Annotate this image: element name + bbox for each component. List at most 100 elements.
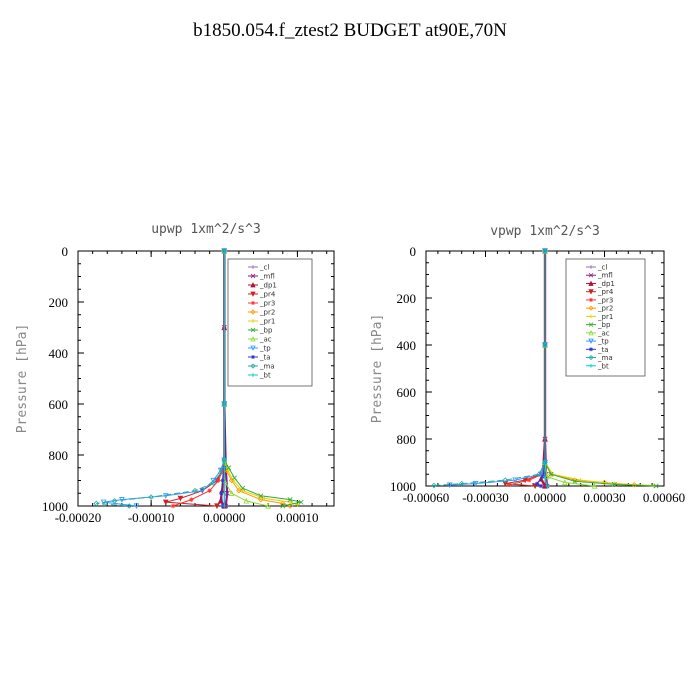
legend-marker	[588, 329, 594, 336]
series-point	[287, 497, 293, 503]
series-point	[93, 500, 100, 507]
series-point	[226, 465, 232, 471]
series-point	[287, 499, 293, 505]
series-point	[214, 503, 220, 510]
panel-title: vpwp 1xm^2/s^3	[490, 224, 600, 239]
y-tick-label: 0	[62, 244, 69, 259]
legend-label: _ma	[597, 354, 613, 362]
legend-label: _pr4	[597, 288, 614, 296]
series-point	[653, 483, 659, 489]
legend-label: _bt	[597, 362, 609, 370]
legend-marker	[588, 354, 594, 361]
series-line-tp	[103, 251, 225, 507]
legend-marker	[589, 265, 593, 269]
series-line-pr3	[509, 251, 546, 486]
panel-title: upwp 1xm^2/s^3	[151, 222, 261, 237]
legend-marker	[588, 289, 594, 295]
panel-1: upwp 1xm^2/s^3 -0.00020 -0.00010 0.00000 0.0…	[15, 222, 335, 525]
series-point	[240, 485, 246, 491]
series-point	[591, 482, 598, 489]
legend-marker	[588, 280, 594, 286]
series-point	[216, 478, 221, 483]
y-tick-label: 0	[410, 244, 417, 259]
legend-label: _tp	[597, 338, 609, 346]
legend-marker	[250, 336, 256, 342]
series-point	[170, 503, 176, 509]
legend-marker	[250, 282, 256, 288]
legend-label: _mfl	[259, 273, 275, 281]
legend-label: _cl	[259, 264, 269, 272]
series-group	[93, 247, 304, 510]
series-point	[538, 471, 544, 478]
y-tick-label: 600	[397, 385, 417, 400]
y-axis-label: Pressure [hPa]	[370, 314, 385, 424]
series-point	[210, 480, 217, 486]
x-tick-label: 0.00000	[524, 490, 566, 505]
series-point	[220, 478, 226, 483]
series-point	[177, 495, 184, 502]
legend-marker	[588, 338, 594, 344]
y-tick-label: 600	[49, 397, 69, 412]
series-point	[526, 477, 532, 483]
legend-label: _ta	[597, 346, 609, 354]
series-point	[472, 481, 479, 487]
x-tick-label: -0.00010	[128, 510, 175, 525]
legend-marker	[588, 322, 594, 327]
legend-marker	[589, 347, 593, 352]
series-point	[243, 497, 250, 504]
series-point	[240, 488, 245, 493]
x-tick-label: 0.00030	[583, 490, 625, 505]
legend-label: _bp	[597, 321, 611, 329]
legend-marker	[250, 363, 256, 369]
legend-label: _pr2	[259, 309, 275, 317]
series-point	[446, 482, 453, 489]
series-point	[534, 481, 540, 486]
series-point	[228, 490, 235, 496]
y-tick-label: 800	[397, 432, 417, 447]
legend-label: _pr3	[259, 300, 275, 308]
series-point	[222, 491, 227, 496]
series-point	[542, 248, 548, 254]
legend-marker	[589, 297, 593, 302]
y-axis-label: Pressure [hPa]	[15, 324, 30, 434]
legend-label: _bt	[259, 372, 271, 380]
series-line-ma	[96, 251, 225, 507]
series-point	[542, 460, 548, 465]
legend-marker	[250, 273, 256, 279]
series-point	[611, 481, 617, 487]
series-point	[542, 474, 548, 479]
series-point	[265, 502, 272, 509]
legend-marker	[588, 272, 594, 278]
legend-marker	[250, 345, 256, 351]
series-point	[298, 499, 304, 505]
series-point	[219, 491, 224, 496]
series-point	[572, 478, 578, 484]
legend-marker	[250, 327, 256, 333]
series-point	[222, 465, 227, 470]
series-line-pr3	[172, 251, 225, 507]
series-line-pr4	[165, 251, 225, 507]
series-point	[258, 493, 264, 499]
legend-box	[565, 258, 646, 377]
legend-label: _mfl	[597, 272, 613, 280]
legend-label: _pr1	[597, 313, 613, 321]
legend-label: _pr3	[597, 296, 613, 304]
series-point	[217, 470, 224, 476]
y-tick-label: 200	[49, 295, 69, 310]
series-point	[458, 480, 465, 487]
legend-label: _ta	[259, 354, 271, 362]
legend-label: _tp	[259, 345, 271, 353]
series-point	[222, 248, 227, 254]
y-tick-label: 800	[49, 448, 69, 463]
series-point	[262, 496, 267, 501]
series-point	[199, 488, 206, 494]
series-point	[561, 479, 568, 486]
x-tick-label: -0.00060	[403, 490, 450, 505]
series-line-tp	[449, 251, 546, 486]
legend-marker	[251, 319, 255, 323]
series-point	[222, 503, 227, 509]
series-line-pr4	[505, 251, 546, 487]
legend-marker	[251, 265, 255, 269]
series-point	[538, 483, 544, 489]
